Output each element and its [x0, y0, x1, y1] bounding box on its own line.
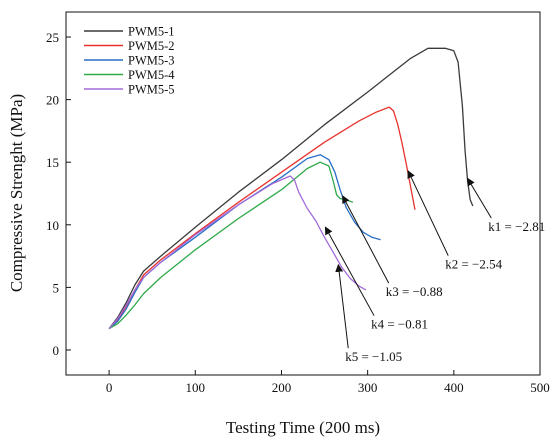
series-line-pwm5-5 [108, 175, 367, 330]
legend-label: PWM5-2 [128, 39, 175, 53]
series-line-pwm5-4 [108, 161, 354, 330]
annotation-arrow [407, 170, 449, 256]
series-line-pwm5-1 [108, 47, 474, 330]
y-tick-label: 20 [46, 93, 59, 108]
y-tick-label: 15 [46, 155, 59, 170]
x-axis-ticks: 0 100 200 300 400 500 [106, 370, 550, 395]
annotation-label: k2 = −2.54 [445, 257, 502, 272]
annotation-label: k1 = −2.81 [488, 219, 545, 234]
series-line-pwm5-3 [108, 154, 381, 330]
x-axis-label: Testing Time (200 ms) [226, 418, 380, 437]
y-tick-label: 25 [46, 30, 59, 45]
annotation-arrow [335, 263, 349, 349]
annotation-arrow [324, 226, 375, 316]
y-tick-label: 0 [53, 343, 60, 358]
legend-label: PWM5-5 [128, 83, 175, 97]
series-line-pwm5-2 [108, 106, 416, 330]
x-tick-label: 400 [444, 380, 464, 395]
annotation-label: k3 = −0.88 [386, 284, 443, 299]
x-tick-label: 100 [186, 380, 206, 395]
annotation-arrow [342, 195, 390, 284]
y-axis-label: Compressive Strenght (MPa) [7, 94, 26, 292]
legend-label: PWM5-3 [128, 54, 175, 68]
y-axis-ticks: 0 5 10 15 20 25 [46, 30, 71, 358]
annotation-arrow [467, 177, 492, 219]
x-tick-label: 300 [358, 380, 378, 395]
annotation-label: k4 = −0.81 [371, 317, 428, 332]
plot-frame [65, 11, 541, 376]
x-tick-label: 200 [272, 380, 292, 395]
annotation-label: k5 = −1.05 [345, 349, 402, 364]
y-tick-label: 10 [46, 218, 59, 233]
y-tick-label: 5 [53, 280, 60, 295]
legend-label: PWM5-1 [128, 25, 175, 39]
x-tick-label: 500 [530, 380, 550, 395]
x-tick-label: 0 [106, 380, 113, 395]
legend-label: PWM5-4 [128, 68, 175, 82]
